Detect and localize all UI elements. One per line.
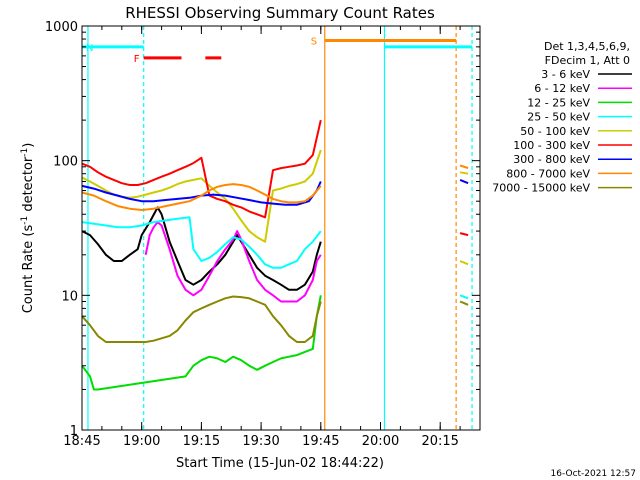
y-label-end: )	[21, 143, 36, 148]
legend-label-4: 50 - 100 keV	[520, 125, 590, 138]
legend: Det 1,3,4,5,6,9,FDecim 1, Att 03 - 6 keV…	[492, 40, 632, 195]
x-tick-label-3: 19:30	[242, 434, 279, 449]
post-gap-segment-4	[459, 260, 469, 266]
post-gap-segment-5	[459, 294, 469, 300]
y-tick-label-0: 1	[70, 424, 78, 439]
y-tick-label-3: 1000	[45, 20, 78, 35]
legend-label-5: 100 - 300 keV	[513, 139, 590, 152]
y-label-main: Count Rate (s	[21, 225, 36, 314]
y-label-sup2: -1	[20, 148, 30, 157]
axis-ticks: 18:45 19:00 19:15 19:30 19:45 20:00 20:15 1 10 10…	[45, 20, 481, 449]
series-line-5	[81, 119, 322, 219]
x-tick-label-6: 20:15	[421, 434, 458, 449]
timestamp: 16-Oct-2021 12:57	[551, 469, 636, 479]
legend-label-8: 7000 - 15000 keV	[492, 182, 590, 195]
post-gap-segment-1	[459, 171, 469, 175]
post-gap-segment-3	[459, 232, 469, 237]
legend-header-1: FDecim 1, Att 0	[545, 54, 630, 67]
x-tick-label-0: 18:45	[63, 434, 100, 449]
x-tick-label-2: 19:15	[183, 434, 220, 449]
plot-area: N F S	[81, 26, 473, 430]
series-line-6	[81, 181, 322, 206]
y-tick-label-2: 100	[53, 155, 78, 170]
legend-label-1: 6 - 12 keV	[534, 82, 590, 95]
legend-label-2: 12 - 25 keV	[527, 96, 590, 109]
series-line-0	[81, 206, 322, 291]
chart-title: RHESSI Observing Summary Count Rates	[125, 4, 435, 22]
status-bar-label-3: S	[311, 37, 317, 48]
x-tick-label-1: 19:00	[123, 434, 160, 449]
post-gap-segment-2	[459, 178, 469, 185]
status-bar-label-1: F	[134, 54, 140, 65]
series-line-2	[81, 295, 322, 391]
series-line-8	[81, 295, 322, 343]
legend-label-0: 3 - 6 keV	[541, 68, 590, 81]
x-axis-label: Start Time (15-Jun-02 18:44:22)	[176, 456, 384, 471]
series-line-3	[81, 216, 322, 269]
legend-header-0: Det 1,3,4,5,6,9,	[544, 40, 630, 53]
y-axis-label: Count Rate (s-1 detector-1)	[20, 143, 36, 314]
y-label-sup: -1	[20, 216, 30, 225]
y-tick-label-1: 10	[61, 289, 78, 304]
x-tick-label-5: 20:00	[362, 434, 399, 449]
legend-label-6: 300 - 800 keV	[513, 153, 590, 166]
post-gap-segment-6	[459, 300, 469, 306]
status-bar-label-0: N	[86, 43, 93, 54]
series-line-1	[144, 221, 322, 303]
post-gap-segment-0	[459, 164, 469, 170]
x-tick-label-4: 19:45	[302, 434, 339, 449]
legend-label-3: 25 - 50 keV	[527, 111, 590, 124]
legend-label-7: 800 - 7000 keV	[506, 167, 590, 180]
y-label-rest: detector	[21, 156, 36, 216]
series-line-7	[81, 183, 322, 211]
plot-frame	[81, 25, 481, 431]
